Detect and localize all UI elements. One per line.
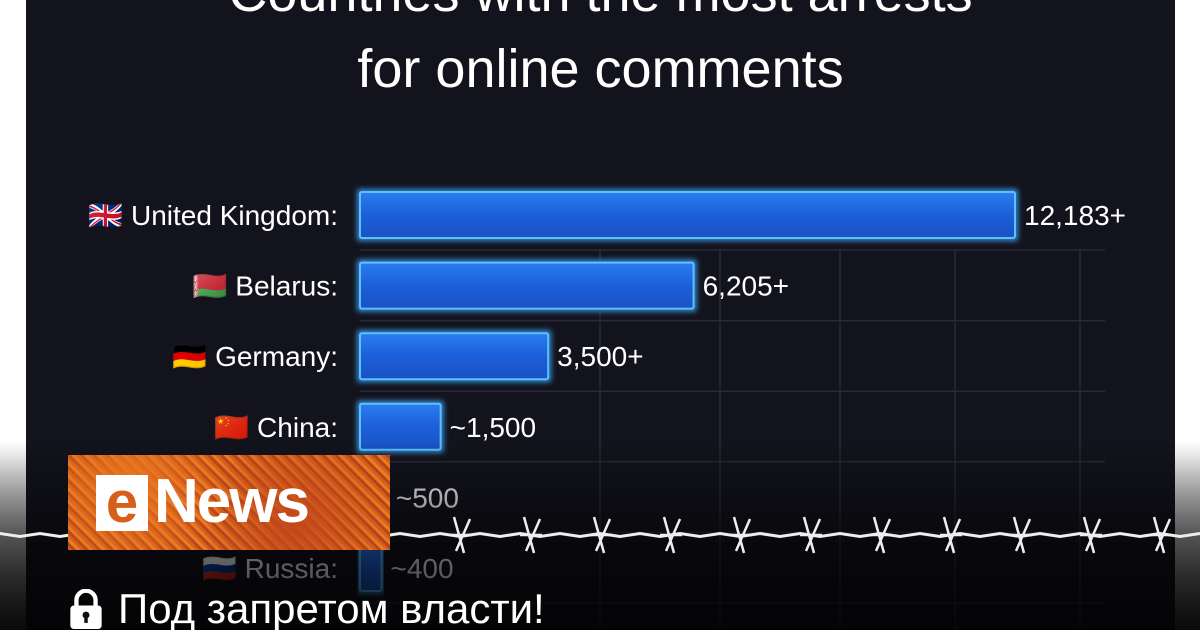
category-label: 🇨🇳 China: — [214, 412, 338, 443]
lock-icon — [70, 589, 102, 629]
wire-barb — [660, 516, 682, 554]
wire-barb — [940, 516, 962, 554]
category-label: 🇩🇪 Germany: — [172, 341, 338, 372]
bar — [359, 332, 550, 381]
wire-barb — [800, 516, 822, 554]
bar — [359, 402, 442, 451]
chart-title-line1: Countries with the most arrests — [26, 0, 1175, 24]
wire-barb — [870, 516, 892, 554]
wire-barb — [1150, 516, 1172, 554]
caption-text: Под запретом власти! — [118, 585, 545, 632]
wire-barb — [1080, 516, 1102, 554]
category-label: 🇧🇾 Belarus: — [193, 271, 338, 302]
caption: Под запретом власти! — [68, 588, 545, 630]
wire-barb — [520, 516, 542, 554]
wire-barb — [730, 516, 752, 554]
value-label: ~1,500 — [450, 412, 536, 443]
value-label: 6,205+ — [703, 271, 789, 302]
logo-e: e — [96, 474, 148, 532]
bar — [359, 261, 695, 310]
bar — [359, 191, 1016, 239]
enews-logo: e News — [68, 455, 390, 550]
value-label: 12,183+ — [1024, 200, 1126, 231]
wire-barb — [1010, 516, 1032, 554]
wire-barb — [450, 516, 472, 554]
wire-barb — [590, 516, 612, 554]
value-label: 3,500+ — [557, 341, 643, 372]
logo-news: News — [154, 467, 310, 536]
chart-title-line2: for online comments — [357, 39, 844, 99]
category-label: 🇬🇧 United Kingdom: — [88, 200, 338, 231]
